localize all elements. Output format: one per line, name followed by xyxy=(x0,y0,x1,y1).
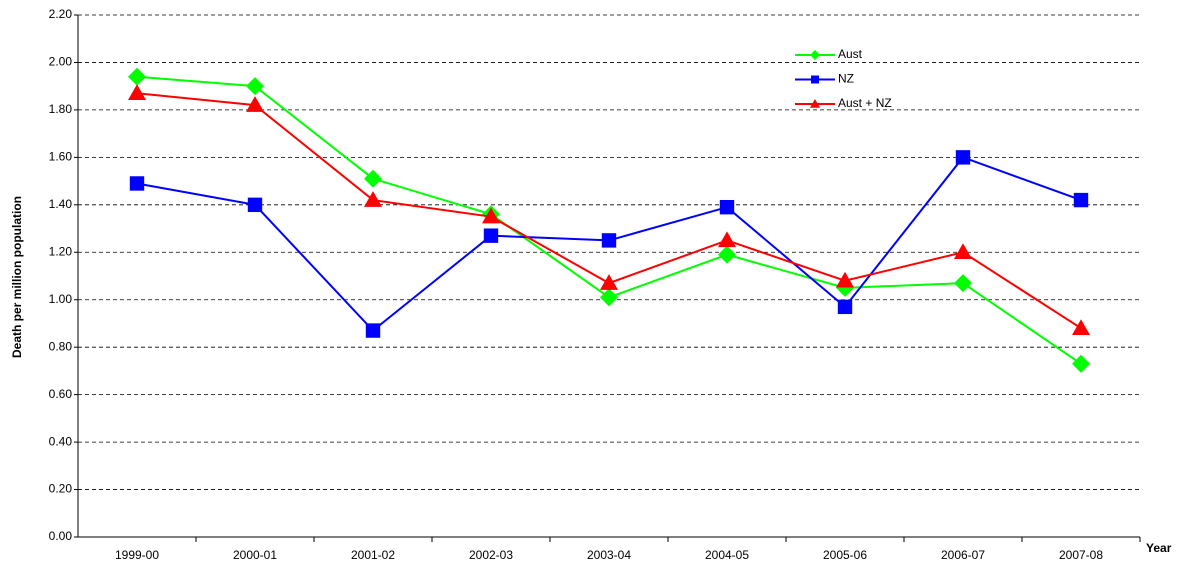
point xyxy=(364,191,382,207)
x-tick-label: 2001-02 xyxy=(351,548,395,562)
point xyxy=(837,299,853,315)
point xyxy=(364,169,382,188)
point xyxy=(600,274,618,290)
y-tick-label: 0.60 xyxy=(49,387,73,401)
point xyxy=(955,150,971,165)
legend-marker xyxy=(811,75,819,84)
x-tick-label: 2003-04 xyxy=(587,548,631,562)
legend-label: Aust xyxy=(838,47,863,61)
point xyxy=(483,228,499,243)
x-tick-label: 2004-05 xyxy=(705,548,749,562)
point xyxy=(600,288,618,307)
y-tick-label: 2.20 xyxy=(49,7,73,21)
point xyxy=(247,197,263,213)
y-tick-label: 0.80 xyxy=(49,339,73,353)
x-tick-label: 2002-03 xyxy=(469,548,513,562)
x-tick-label: 2000-01 xyxy=(233,548,277,562)
point xyxy=(128,67,146,86)
x-tick-label: 2006-07 xyxy=(941,548,985,562)
x-tick-label: 2005-06 xyxy=(823,548,867,562)
legend-marker xyxy=(810,50,820,60)
y-axis-label: Death per million population xyxy=(10,196,24,358)
y-tick-label: 2.00 xyxy=(49,55,73,69)
point xyxy=(718,245,736,264)
legend-label: Aust + NZ xyxy=(838,96,892,110)
legend-label: NZ xyxy=(838,72,854,86)
x-axis-label: Year xyxy=(1146,541,1172,555)
y-tick-label: 1.80 xyxy=(49,102,73,116)
y-tick-label: 1.20 xyxy=(49,244,73,258)
y-tick-label: 0.40 xyxy=(49,434,73,448)
point xyxy=(246,96,264,112)
y-tick-label: 1.00 xyxy=(49,292,73,306)
x-tick-label: 1999-00 xyxy=(115,548,159,562)
series-line xyxy=(136,75,1082,365)
point xyxy=(954,243,972,260)
point xyxy=(718,231,736,248)
point xyxy=(1072,319,1090,335)
legend-marker xyxy=(810,99,820,108)
y-tick-label: 1.40 xyxy=(49,197,73,211)
point xyxy=(601,233,617,248)
point xyxy=(1072,354,1090,373)
point xyxy=(482,207,500,224)
point xyxy=(129,176,145,191)
point xyxy=(128,84,146,101)
point xyxy=(954,274,972,293)
point xyxy=(836,271,854,288)
point xyxy=(365,323,381,338)
y-tick-label: 0.20 xyxy=(49,482,73,496)
point xyxy=(1073,192,1089,208)
y-tick-label: 0.00 xyxy=(49,529,73,543)
x-tick-label: 2007-08 xyxy=(1059,548,1103,562)
point xyxy=(246,77,264,96)
y-tick-label: 1.60 xyxy=(49,150,73,164)
point xyxy=(719,199,735,215)
